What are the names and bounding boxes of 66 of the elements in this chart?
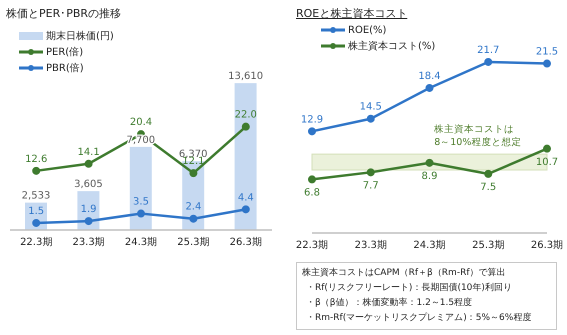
data-label: 12.9 [300, 114, 324, 126]
x-tick-label: 25.3期 [472, 239, 504, 252]
data-label: 20.4 [130, 117, 152, 128]
x-tick-label: 24.3期 [124, 236, 158, 248]
band-label: 株主資本コストは 8～10%程度と想定 [433, 123, 522, 148]
data-label: 1.9 [80, 204, 97, 216]
point [242, 122, 250, 131]
data-label: 10.7 [536, 156, 558, 168]
data-label: 18.4 [418, 70, 441, 82]
data-label: 21.7 [477, 44, 500, 56]
data-label: 22.0 [234, 110, 257, 121]
bar [234, 83, 257, 230]
data-label: 2,533 [22, 190, 50, 202]
x-tick-label: 26.3期 [230, 236, 262, 248]
legend-label: PER(倍) [46, 46, 84, 59]
point [426, 84, 434, 92]
point [543, 60, 551, 68]
data-label: 8.9 [422, 170, 438, 182]
legend-label: ROE(%) [348, 24, 386, 36]
point [426, 158, 434, 167]
chart-title: ROEと株主資本コスト [296, 6, 408, 21]
point [189, 214, 198, 223]
data-label: 7.7 [362, 180, 379, 192]
text: ・Rm-Rf(マーケットリスクプレミアム)：5%～6%程度 [305, 311, 532, 325]
data-label: 12.1 [182, 156, 205, 168]
point [189, 169, 198, 178]
point [308, 175, 316, 184]
x-tick-label: 26.3期 [530, 239, 564, 252]
data-label: 14.5 [360, 102, 382, 113]
data-label: 12.6 [25, 154, 48, 165]
data-label: 3,605 [74, 179, 103, 190]
text: ・Rf(リスクフリーレート)：長期国債(10年)利回り [305, 282, 513, 295]
point [137, 210, 145, 218]
data-label: 2.4 [185, 202, 202, 213]
point [484, 58, 492, 66]
point [242, 205, 250, 214]
legend-label: 期末日株価(円) [46, 30, 114, 43]
x-tick-label: 24.3期 [413, 239, 446, 252]
data-label: 7.5 [480, 182, 496, 193]
chart-title: 株価とPER･PBRの推移 [6, 6, 122, 21]
point [84, 160, 93, 168]
text: 株主資本コストはCAPM（Rf＋β（Rm-Rf）で算出 [302, 266, 506, 280]
data-label: 6.8 [304, 188, 320, 199]
point [84, 217, 93, 226]
data-label: 21.5 [536, 46, 558, 58]
data-label: 14.1 [77, 146, 100, 158]
data-label: 13,610 [228, 71, 264, 82]
x-tick-label: 22.3期 [296, 239, 328, 252]
point [543, 144, 551, 153]
x-tick-label: 25.3期 [177, 236, 210, 248]
bar [130, 146, 152, 230]
legend-label: 株主資本コスト(%) [348, 40, 436, 53]
legend-label: PBR(倍) [46, 62, 84, 75]
x-tick-label: 23.3期 [72, 236, 105, 248]
data-label: 3.5 [133, 196, 149, 208]
point [484, 170, 492, 178]
point [366, 114, 375, 123]
point [32, 166, 40, 175]
point [366, 168, 375, 176]
point [308, 127, 316, 136]
data-label: 1.5 [28, 206, 44, 217]
text: ・β（β値）：株価変動率：1.2～1.5程度 [305, 296, 474, 310]
data-label: 4.4 [238, 192, 254, 204]
x-tick-label: 23.3期 [354, 239, 387, 252]
point [32, 218, 40, 227]
x-tick-label: 22.3期 [20, 236, 52, 248]
